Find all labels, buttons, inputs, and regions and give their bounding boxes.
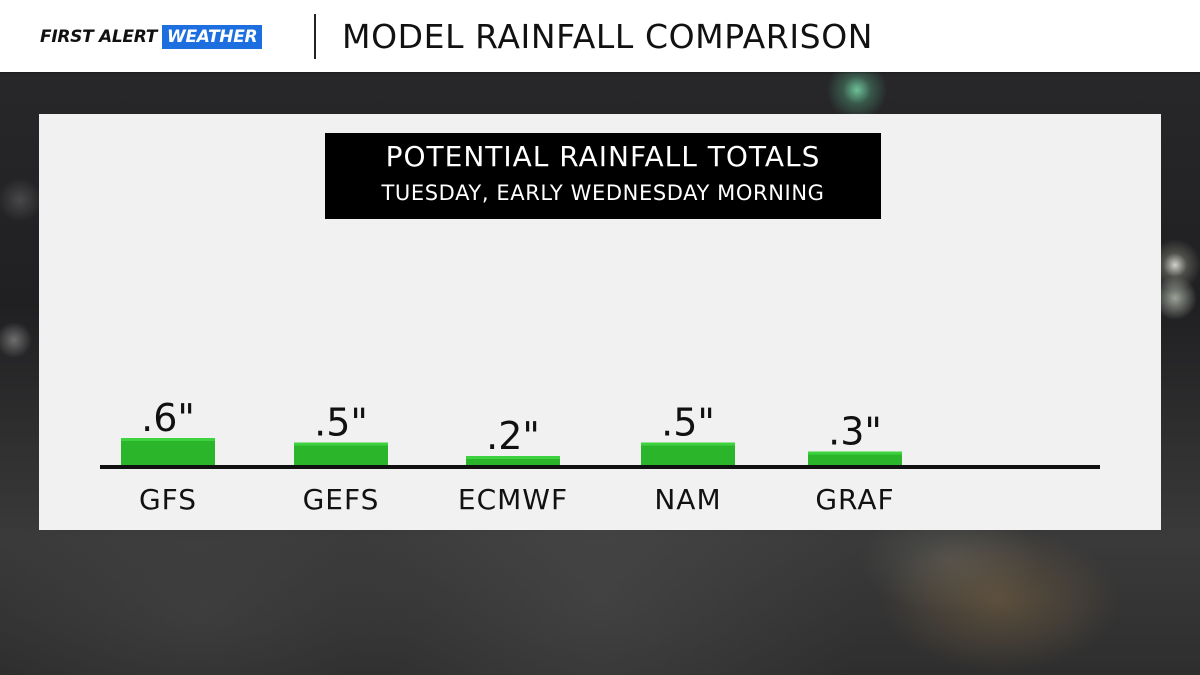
- bar-graf: [808, 451, 902, 465]
- chart-subtitle: TUESDAY, EARLY WEDNESDAY MORNING: [381, 181, 825, 205]
- bar-highlight-gefs: [294, 442, 388, 446]
- bar-highlight-ecmwf: [466, 456, 560, 459]
- chart-title-box: POTENTIAL RAINFALL TOTALS TUESDAY, EARLY…: [325, 133, 881, 219]
- first-alert-weather-logo: FIRST ALERT WEATHER: [40, 25, 263, 49]
- category-label-gefs: GEFS: [303, 483, 380, 516]
- value-label-nam: .5": [661, 401, 715, 445]
- value-label-graf: .3": [828, 410, 882, 454]
- bar-gefs: [294, 442, 388, 465]
- value-label-gfs: .6": [141, 396, 195, 440]
- bar-highlight-gfs: [121, 438, 215, 441]
- bar-ecmwf: [466, 456, 560, 465]
- value-label-gefs: .5": [314, 401, 368, 445]
- bar-gfs: [121, 438, 215, 465]
- bar-nam: [641, 442, 735, 465]
- bar-highlight-graf: [808, 451, 902, 455]
- chart-title: POTENTIAL RAINFALL TOTALS: [385, 140, 821, 173]
- page-title: MODEL RAINFALL COMPARISON: [342, 17, 874, 56]
- value-label-ecmwf: .2": [486, 414, 540, 458]
- logo-first-alert: FIRST ALERT: [40, 27, 158, 47]
- category-label-graf: GRAF: [815, 483, 894, 516]
- header-bar: FIRST ALERT WEATHER MODEL RAINFALL COMPA…: [0, 0, 1200, 72]
- bar-highlight-nam: [641, 442, 735, 446]
- category-label-nam: NAM: [654, 483, 721, 516]
- category-label-ecmwf: ECMWF: [458, 483, 568, 516]
- category-label-gfs: GFS: [139, 483, 197, 516]
- header-divider: [314, 14, 316, 59]
- logo-weather: WEATHER: [162, 25, 263, 49]
